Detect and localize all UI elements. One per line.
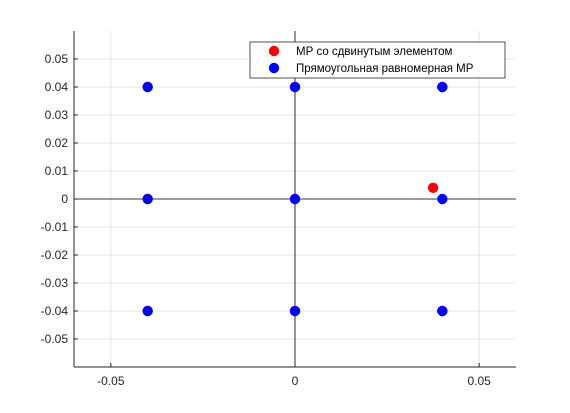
legend-box [249, 41, 506, 79]
y-axis-ticks: -0.05 -0.04 -0.03 -0.02 -0.01 0 0.01 0.02 0.03 0.… [41, 52, 78, 346]
y-tick-label: 0.03 [45, 108, 69, 122]
y-tick-label: 0.02 [45, 136, 69, 150]
y-tick-label: -0.03 [41, 276, 69, 290]
data-point [142, 305, 153, 317]
data-point [437, 81, 448, 93]
data-point [142, 193, 153, 205]
y-tick-label: 0.04 [45, 80, 69, 94]
legend-entry-label: Прямоугольная равномерная МР [296, 63, 474, 75]
data-point [427, 182, 439, 194]
x-tick-label: 0 [292, 374, 299, 388]
data-point [289, 81, 301, 93]
data-point [437, 305, 448, 317]
y-tick-label: 0.01 [45, 164, 69, 178]
y-tick-label: 0 [61, 192, 68, 206]
data-point [142, 81, 153, 93]
data-point [289, 305, 301, 317]
series-2 [142, 81, 448, 317]
y-tick-label: -0.04 [41, 304, 69, 318]
legend-entry-label: МР со сдвинутым элементом [296, 46, 453, 58]
legend-marker [268, 62, 280, 74]
x-axis-ticks: -0.05 0 0.05 [97, 363, 491, 388]
y-tick-label: -0.05 [41, 332, 69, 346]
y-tick-label: 0.05 [45, 52, 69, 66]
data-point [289, 193, 301, 205]
legend-marker [268, 45, 280, 57]
legend: МР со сдвинутым элементом Прямоугольная р… [249, 41, 506, 79]
data-points [142, 81, 448, 317]
y-tick-label: -0.01 [41, 220, 69, 234]
y-tick-label: -0.02 [41, 248, 69, 262]
x-tick-label: -0.05 [97, 374, 125, 388]
x-tick-label: 0.05 [467, 374, 491, 388]
data-point [437, 193, 448, 205]
